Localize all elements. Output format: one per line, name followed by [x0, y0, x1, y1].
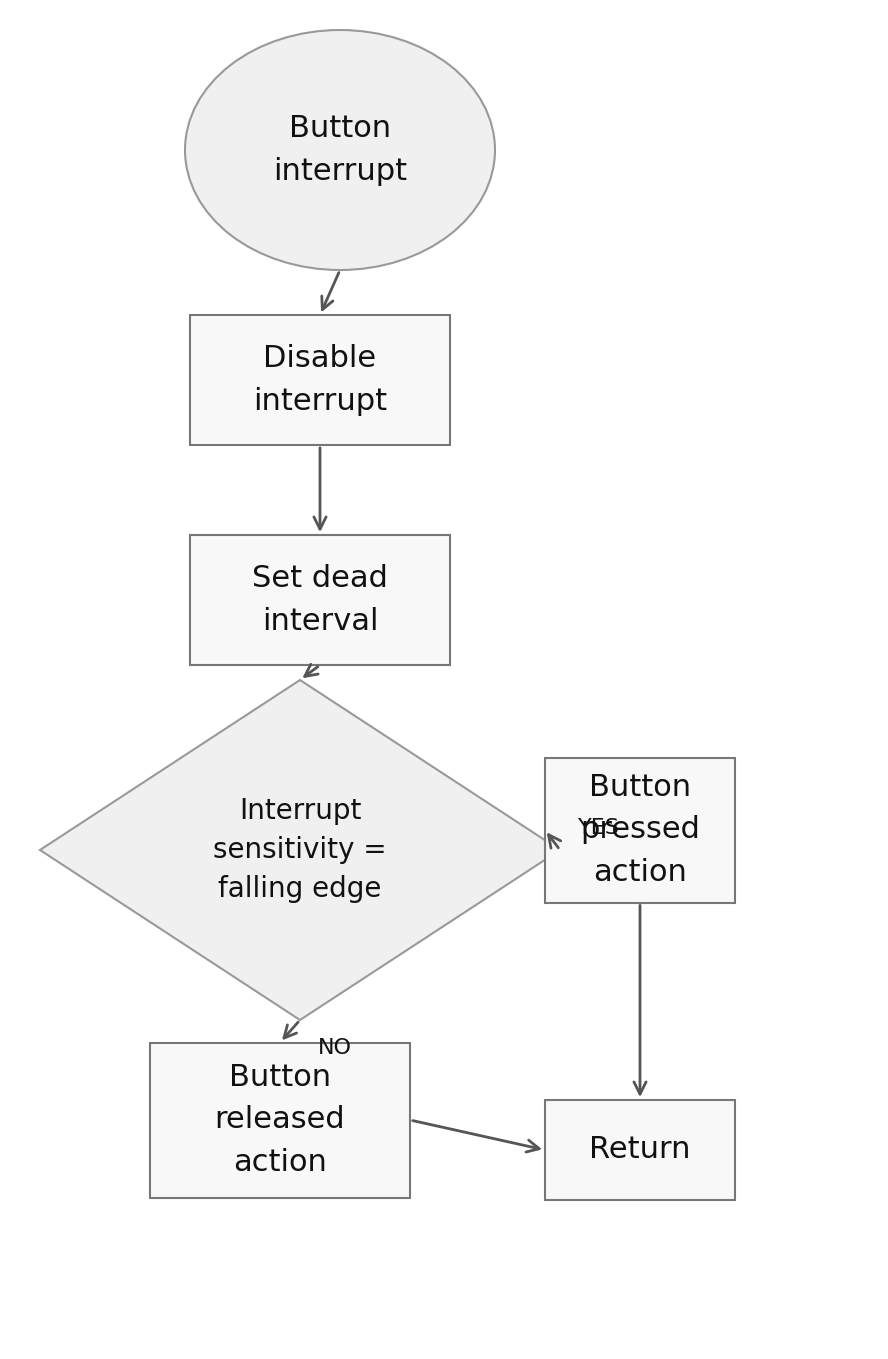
Bar [545, 1099, 735, 1200]
Text: Button
interrupt: Button interrupt [273, 114, 407, 186]
Text: Disable
interrupt: Disable interrupt [253, 344, 387, 416]
Text: YES: YES [578, 818, 620, 839]
Bar [190, 315, 450, 444]
Bar [150, 1042, 410, 1197]
Bar [545, 757, 735, 902]
Text: Interrupt
sensitivity =
falling edge: Interrupt sensitivity = falling edge [213, 796, 387, 902]
Text: Set dead
interval: Set dead interval [252, 564, 388, 636]
Polygon shape [40, 680, 560, 1021]
Ellipse shape [185, 30, 495, 270]
Bar [190, 535, 450, 665]
Text: Button
pressed
action: Button pressed action [580, 773, 700, 887]
Text: Button
released
action: Button released action [215, 1063, 345, 1177]
Text: NO: NO [318, 1038, 352, 1059]
Text: Return: Return [590, 1136, 691, 1165]
